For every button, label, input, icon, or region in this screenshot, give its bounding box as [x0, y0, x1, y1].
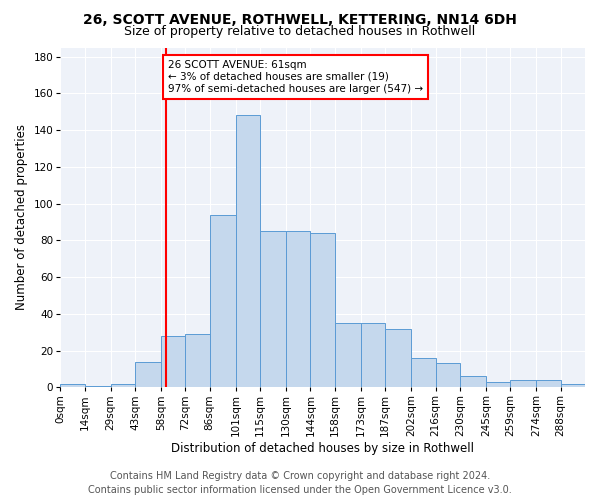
Text: 26, SCOTT AVENUE, ROTHWELL, KETTERING, NN14 6DH: 26, SCOTT AVENUE, ROTHWELL, KETTERING, N…: [83, 12, 517, 26]
Text: Contains HM Land Registry data © Crown copyright and database right 2024.
Contai: Contains HM Land Registry data © Crown c…: [88, 471, 512, 495]
Bar: [161, 336, 185, 388]
Text: Size of property relative to detached houses in Rothwell: Size of property relative to detached ho…: [124, 25, 476, 38]
Bar: [310, 233, 335, 388]
Bar: [286, 231, 310, 388]
Bar: [536, 380, 560, 388]
Bar: [361, 323, 385, 388]
Bar: [460, 376, 486, 388]
Bar: [209, 214, 236, 388]
Bar: [560, 384, 585, 388]
Y-axis label: Number of detached properties: Number of detached properties: [15, 124, 28, 310]
Bar: [85, 386, 110, 388]
Text: 26 SCOTT AVENUE: 61sqm
← 3% of detached houses are smaller (19)
97% of semi-deta: 26 SCOTT AVENUE: 61sqm ← 3% of detached …: [168, 60, 423, 94]
Bar: [236, 116, 260, 388]
Bar: [411, 358, 436, 388]
Bar: [60, 384, 85, 388]
X-axis label: Distribution of detached houses by size in Rothwell: Distribution of detached houses by size …: [171, 442, 474, 455]
Bar: [185, 334, 209, 388]
Bar: [385, 328, 411, 388]
Bar: [260, 231, 286, 388]
Bar: [486, 382, 510, 388]
Bar: [135, 362, 161, 388]
Bar: [335, 323, 361, 388]
Bar: [436, 364, 460, 388]
Bar: [510, 380, 536, 388]
Bar: [110, 384, 135, 388]
